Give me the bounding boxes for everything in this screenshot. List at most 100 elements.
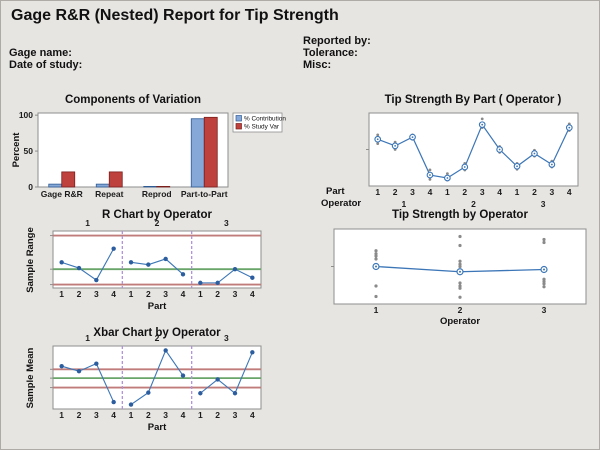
plot-area: 1 2 3 1 2 3 4 1 2 3 4 1 2 3 4 (50, 333, 262, 420)
x-tick-label: 1 (129, 289, 134, 299)
individual-point (458, 281, 462, 285)
x-tick-label: 3 (163, 410, 168, 420)
individual-point (542, 240, 546, 245)
legend-label-studyvar: % Study Var (244, 124, 280, 131)
data-point (215, 280, 220, 286)
components-of-variation-chart: Components of Variation Percent 0 50 100 Ga… (11, 94, 286, 199)
data-point (180, 272, 186, 277)
xbar-chart-by-operator: Xbar Chart by Operator Sample Mean Part … (25, 327, 262, 433)
operator-tick-label: 1 (401, 199, 406, 209)
legend-swatch-contribution (235, 115, 242, 122)
chart-title: Tip Strength by Operator (392, 209, 528, 221)
x-tick-label: 3 (233, 410, 238, 420)
bar (203, 116, 218, 188)
individual-point (542, 277, 546, 281)
data-point (250, 275, 255, 280)
plot-area: 1 2 3 4 1 2 3 4 1 2 3 41 2 3 (366, 112, 579, 209)
data-line (130, 258, 184, 275)
x-tick-label: 4 (181, 289, 186, 299)
plot-frame (368, 112, 579, 187)
reported-by-label: Reported by: (303, 35, 371, 47)
part-tick-label: 1 (515, 187, 520, 197)
data-point (59, 363, 64, 369)
x-tick-label: 3 (94, 410, 99, 420)
individual-point (458, 234, 462, 239)
individual-point (458, 259, 462, 263)
individual-point (374, 252, 378, 256)
x-tick-label: 4 (111, 289, 116, 299)
gage-name-label: Gage name: (9, 47, 72, 59)
individual-point (374, 254, 378, 258)
tip-strength-by-part-chart: Tip Strength By Part ( Operator ) Part O… (321, 94, 579, 209)
x-row-operator-label: Operator (321, 198, 361, 209)
part-tick-label: 2 (532, 187, 537, 197)
individual-point (374, 249, 378, 253)
data-point (146, 262, 151, 267)
data-point (128, 402, 134, 407)
x-axis-label: Operator (440, 316, 480, 327)
x-tick-label: 2 (146, 410, 151, 420)
part-tick-label: 3 (550, 187, 555, 197)
x-tick-label: 4 (250, 410, 255, 420)
plot-area: 0 50 100 Gage R&R Repeat Reprod Part-to-Part (19, 110, 229, 199)
legend: % Contribution % Study Var (232, 112, 286, 133)
bar (190, 118, 205, 188)
individual-point (458, 284, 462, 288)
data-point (163, 348, 168, 353)
x-category-label: Gage R&R (41, 189, 83, 199)
x-tick-label: 3 (163, 289, 168, 299)
page-title: Gage R&R (Nested) Report for Tip Strengt… (11, 7, 339, 24)
x-tick-label: 1 (198, 410, 203, 420)
x-tick-label: 1 (59, 289, 64, 299)
individual-point (542, 279, 546, 284)
part-tick-label: 3 (480, 187, 485, 197)
individual-point (445, 172, 449, 175)
x-tick-label: 3 (94, 289, 99, 299)
data-point (215, 377, 220, 382)
y-tick-label: 50 (24, 146, 34, 156)
data-point (76, 265, 82, 271)
data-point (163, 256, 168, 262)
data-line (61, 362, 115, 403)
chart-title: Xbar Chart by Operator (93, 327, 221, 339)
panel-label: 1 (85, 218, 90, 228)
part-tick-label: 2 (462, 187, 467, 197)
data-point (198, 280, 203, 286)
part-tick-label: 4 (428, 187, 433, 197)
plot-area: 1 2 3 (331, 228, 587, 315)
y-axis-label: Sample Mean (25, 347, 36, 408)
part-tick-label: 4 (497, 187, 502, 197)
panel-label: 2 (155, 333, 160, 343)
bar (48, 183, 63, 188)
data-point (111, 246, 116, 251)
date-of-study-label: Date of study: (9, 59, 83, 71)
part-tick-label: 3 (410, 187, 415, 197)
individual-point (542, 285, 546, 289)
part-tick-label: 4 (567, 187, 572, 197)
individual-point (374, 294, 378, 299)
plot-area: 1 2 3 1 2 3 4 1 2 3 4 1 2 3 4 (50, 218, 262, 299)
data-point (232, 266, 238, 272)
y-axis-label: Percent (11, 132, 22, 168)
chart-title: R Chart by Operator (102, 209, 212, 221)
data-point (250, 350, 255, 355)
y-tick-label: 100 (19, 110, 33, 120)
data-point (94, 361, 99, 366)
individual-point (458, 262, 462, 266)
x-tick-label: 3 (542, 305, 547, 315)
data-point (111, 399, 116, 405)
chart-title: Tip Strength By Part ( Operator ) (385, 94, 562, 106)
tolerance-label: Tolerance: (303, 47, 358, 59)
plot-frame (52, 230, 262, 289)
x-tick-label: 2 (215, 289, 220, 299)
data-point (146, 390, 151, 395)
y-tick-label: 0 (28, 182, 33, 192)
data-point (128, 260, 134, 265)
x-tick-label: 1 (129, 410, 134, 420)
individual-point (376, 142, 380, 146)
panel-label: 3 (224, 218, 229, 228)
chart-title: Components of Variation (65, 94, 201, 106)
x-tick-label: 4 (181, 410, 186, 420)
x-tick-label: 2 (77, 410, 82, 420)
x-tick-label: 1 (59, 410, 64, 420)
